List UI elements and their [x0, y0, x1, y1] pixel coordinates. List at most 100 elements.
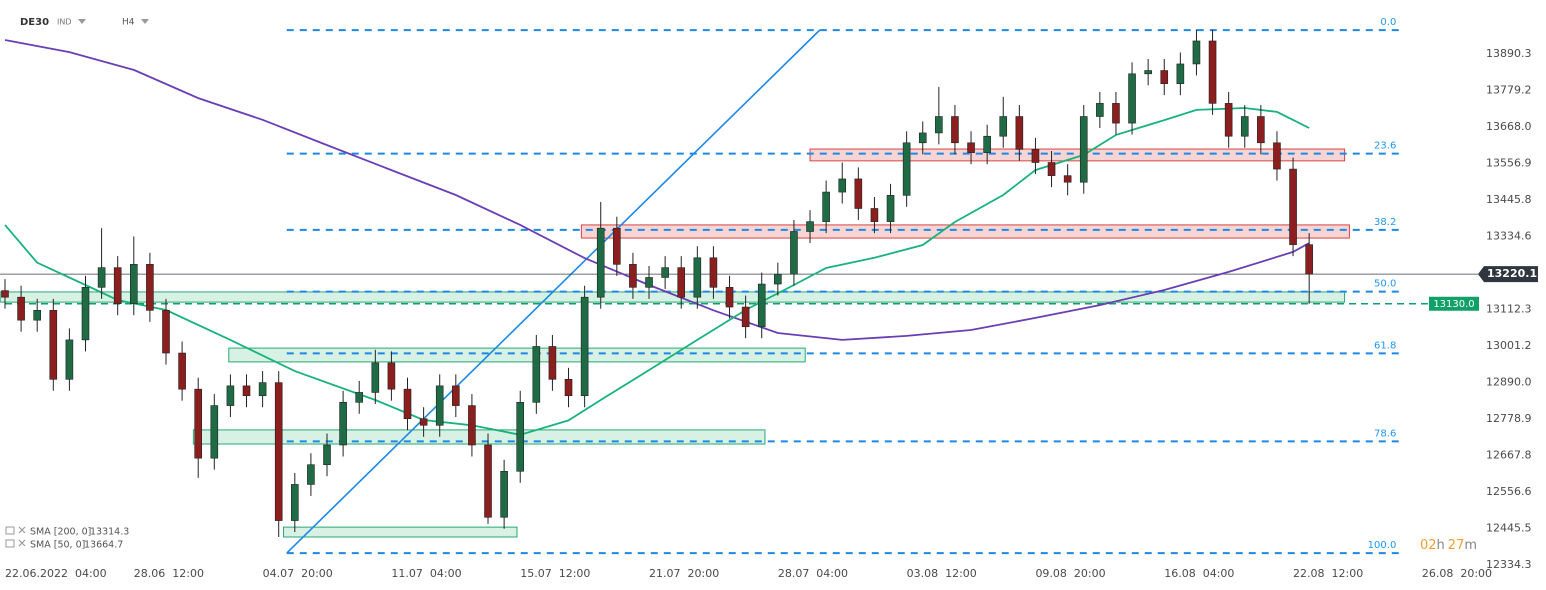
candle-body — [484, 444, 492, 518]
candle-body — [500, 470, 508, 518]
legend-icons — [5, 526, 26, 548]
candle-body — [838, 178, 847, 193]
candle-body — [1192, 40, 1201, 65]
candle-body — [1096, 103, 1104, 117]
x-tick-label: 11.07 04:00 — [391, 567, 461, 580]
y-tick-label: 12667.8 — [1486, 449, 1532, 462]
candle-body — [774, 273, 782, 285]
candle-body — [1063, 175, 1072, 183]
candle-body — [1240, 116, 1249, 137]
candles-layer — [1, 29, 1313, 537]
candle-body — [162, 310, 170, 354]
candle-body — [854, 178, 863, 209]
x-tick-label: 04.07 20:00 — [263, 567, 333, 580]
candle-body — [210, 405, 219, 459]
candle-body — [1079, 116, 1088, 183]
symbol[interactable]: DE30 — [20, 17, 49, 28]
x-tick-label: 15.07 12:00 — [520, 567, 590, 580]
candle-body — [757, 283, 766, 328]
fib-label: 78.6 — [1374, 428, 1396, 439]
candle-body — [1047, 162, 1056, 176]
legend-value: 13314.3 — [90, 527, 129, 538]
candle-body — [1144, 70, 1152, 75]
y-tick-label: 12778.9 — [1486, 412, 1532, 425]
candle-body — [580, 296, 589, 397]
candle-body — [516, 402, 525, 472]
fib-label: 61.8 — [1374, 340, 1396, 351]
lines-layer — [0, 29, 1478, 555]
candle-body — [741, 306, 750, 328]
candle-body — [999, 116, 1008, 137]
candle-body — [1289, 168, 1297, 245]
candle-body — [97, 267, 106, 288]
y-tick-label: 12445.5 — [1486, 522, 1532, 535]
y-tick-label: 13334.6 — [1486, 230, 1532, 243]
countdown: 02h 27m — [1420, 538, 1477, 553]
candle-body — [1031, 149, 1040, 163]
candle-body — [1273, 142, 1281, 170]
zone — [580, 224, 1350, 239]
trendline — [286, 29, 821, 554]
countdown-hours-unit: h — [1437, 538, 1445, 553]
candle-body — [951, 116, 959, 144]
dropdown-caret[interactable] — [141, 19, 149, 24]
countdown-minutes-unit: m — [1464, 538, 1477, 553]
y-tick-label: 12556.6 — [1486, 485, 1532, 498]
legend-value: 13664.7 — [84, 540, 123, 551]
candle-body — [870, 208, 879, 222]
candle-body — [935, 116, 943, 134]
last-price-box — [1478, 266, 1538, 283]
candle-body — [65, 339, 74, 380]
candle-body — [33, 310, 41, 321]
y-tick-label: 13112.3 — [1486, 303, 1532, 316]
order-price-label: 13130.0 — [1433, 299, 1474, 310]
x-tick-label: 28.06 12:00 — [134, 567, 204, 580]
candle-body — [1224, 103, 1233, 137]
dropdown-caret[interactable] — [78, 19, 86, 24]
y-tick-label: 13445.8 — [1486, 193, 1532, 206]
candle-body — [677, 267, 686, 298]
x-tick-label: 28.07 04:00 — [778, 567, 848, 580]
market: IND — [57, 18, 72, 27]
candle-body — [1112, 103, 1120, 124]
candle-body — [339, 402, 347, 446]
candle-body — [435, 385, 444, 426]
zones-layer — [0, 148, 1350, 538]
candle-body — [146, 264, 154, 311]
x-tick-label: 26.08 20:00 — [1422, 567, 1492, 580]
candle-body — [967, 142, 975, 153]
candle-body — [902, 142, 911, 196]
candle-body — [194, 388, 203, 459]
countdown-hours: 02 — [1420, 538, 1437, 553]
sma-line — [4, 107, 1310, 436]
candle-body — [274, 382, 283, 521]
interval[interactable]: H4 — [122, 18, 135, 28]
countdown-minutes: 27 — [1448, 538, 1465, 553]
candle-body — [1208, 40, 1217, 104]
candle-body — [258, 382, 267, 397]
candle-body — [323, 444, 331, 466]
candle-body — [661, 267, 669, 278]
zone — [228, 347, 806, 363]
candle-body — [983, 135, 991, 153]
x-tick-label: 22.08 12:00 — [1293, 567, 1363, 580]
candle-body — [468, 405, 476, 446]
candle-body — [709, 257, 718, 288]
y-tick-label: 13668.0 — [1486, 120, 1532, 133]
zone — [192, 429, 766, 445]
candle-body — [1305, 244, 1313, 275]
candle-body — [693, 257, 702, 298]
candle-body — [403, 388, 412, 420]
candle-body — [790, 231, 798, 275]
candle-body — [307, 464, 315, 485]
candle-body — [49, 310, 58, 380]
candle-body — [886, 195, 895, 222]
zone — [283, 526, 518, 538]
fib-label: 50.0 — [1374, 279, 1396, 290]
y-tick-label: 13556.9 — [1486, 157, 1532, 170]
fib-label: 0.0 — [1380, 17, 1396, 28]
candle-body — [725, 287, 734, 308]
x-tick-label: 03.08 12:00 — [907, 567, 977, 580]
candle-body — [806, 221, 814, 232]
